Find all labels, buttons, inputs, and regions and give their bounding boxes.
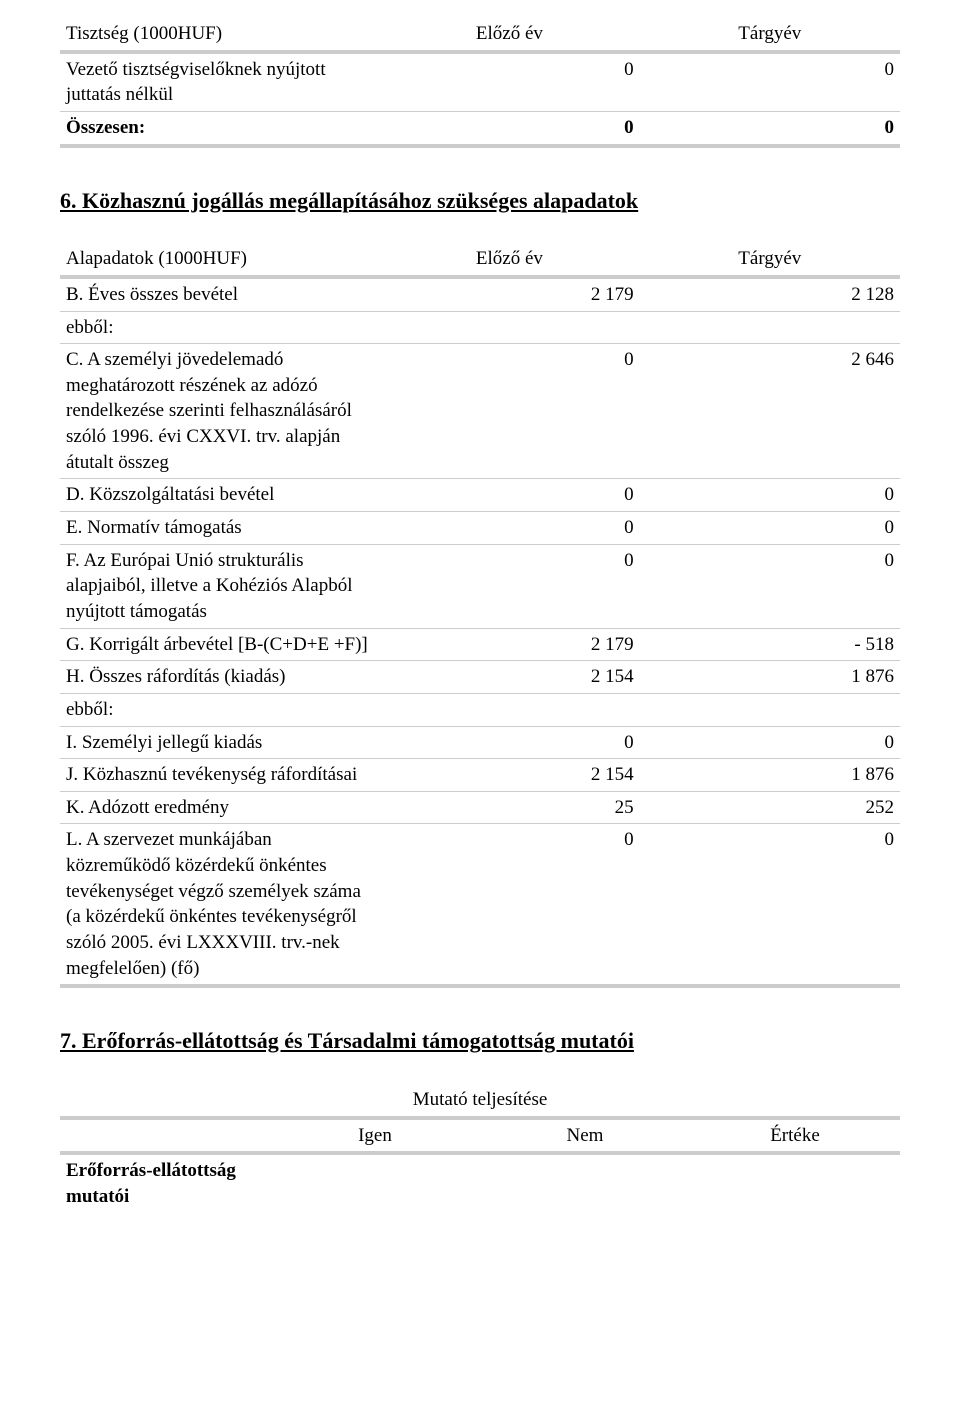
col-header-prev: Előző év [379, 18, 639, 52]
row-label: ebből: [60, 693, 379, 726]
row-label: H. Összes ráfordítás (kiadás) [60, 661, 379, 694]
row-curr: 1 876 [640, 759, 900, 792]
row-prev: 0 [379, 726, 639, 759]
table-header-row: Mutató teljesítése [60, 1084, 900, 1118]
table-row: I. Személyi jellegű kiadás 0 0 [60, 726, 900, 759]
section-7-title: 7. Erőforrás-ellátottság és Társadalmi t… [60, 1026, 900, 1056]
row-prev: 2 179 [379, 628, 639, 661]
row-label: C. A személyi jövedelemadó meghatározott… [60, 344, 379, 479]
row-prev: 2 154 [379, 661, 639, 694]
row-prev: 0 [379, 344, 639, 479]
table-row: D. Közszolgáltatási bevétel 0 0 [60, 479, 900, 512]
row-prev: 2 179 [379, 277, 639, 311]
row-curr: 252 [640, 791, 900, 824]
table-header-row: Tisztség (1000HUF) Előző év Tárgyév [60, 18, 900, 52]
col-header-span: Mutató teljesítése [270, 1084, 690, 1118]
row-prev: 25 [379, 791, 639, 824]
row-prev: 0 [379, 479, 639, 512]
col-header-label: Alapadatok (1000HUF) [60, 243, 379, 277]
row-prev: 2 154 [379, 759, 639, 792]
table-row: J. Közhasznú tevékenység ráfordításai 2 … [60, 759, 900, 792]
table-row: L. A szervezet munkájában közreműködő kö… [60, 824, 900, 986]
row-prev: 0 [379, 111, 639, 145]
table-row: B. Éves összes bevétel 2 179 2 128 [60, 277, 900, 311]
col-header-igen: Igen [270, 1118, 480, 1154]
cell-nem [480, 1153, 690, 1212]
col-header-label: Tisztség (1000HUF) [60, 18, 379, 52]
row-curr: 0 [640, 479, 900, 512]
row-curr [640, 693, 900, 726]
row-prev: 0 [379, 544, 639, 628]
row-label: L. A szervezet munkájában közreműködő kö… [60, 824, 379, 986]
row-curr: - 518 [640, 628, 900, 661]
row-curr: 0 [640, 512, 900, 545]
table-alapadatok: Alapadatok (1000HUF) Előző év Tárgyév B.… [60, 243, 900, 988]
col-header-curr: Tárgyév [640, 243, 900, 277]
row-label: Erőforrás-ellátottság mutatói [60, 1153, 270, 1212]
table-mutato: Mutató teljesítése Igen Nem Értéke Erőfo… [60, 1084, 900, 1213]
row-label: F. Az Európai Unió strukturális alapjaib… [60, 544, 379, 628]
row-prev: 0 [379, 512, 639, 545]
row-prev [379, 311, 639, 344]
row-label: I. Személyi jellegű kiadás [60, 726, 379, 759]
cell-igen [270, 1153, 480, 1212]
empty-cell [60, 1084, 270, 1118]
row-curr: 0 [640, 726, 900, 759]
row-curr: 0 [640, 824, 900, 986]
row-curr: 0 [640, 52, 900, 112]
table-row: H. Összes ráfordítás (kiadás) 2 154 1 87… [60, 661, 900, 694]
col-header-nem: Nem [480, 1118, 690, 1154]
col-header-prev: Előző év [379, 243, 639, 277]
row-curr: 0 [640, 544, 900, 628]
empty-cell [690, 1084, 900, 1118]
table-row: Összesen: 0 0 [60, 111, 900, 145]
row-label: J. Közhasznú tevékenység ráfordításai [60, 759, 379, 792]
row-prev [379, 693, 639, 726]
row-label: Összesen: [60, 111, 379, 145]
row-curr: 1 876 [640, 661, 900, 694]
table-header-row: Alapadatok (1000HUF) Előző év Tárgyév [60, 243, 900, 277]
row-curr [640, 311, 900, 344]
col-header-ertek: Értéke [690, 1118, 900, 1154]
section-6-title: 6. Közhasznú jogállás megállapításához s… [60, 186, 900, 216]
table-row: E. Normatív támogatás 0 0 [60, 512, 900, 545]
table-header-row: Igen Nem Értéke [60, 1118, 900, 1154]
row-curr: 2 128 [640, 277, 900, 311]
row-prev: 0 [379, 52, 639, 112]
table-row: F. Az Európai Unió strukturális alapjaib… [60, 544, 900, 628]
row-prev: 0 [379, 824, 639, 986]
row-label: B. Éves összes bevétel [60, 277, 379, 311]
col-header-curr: Tárgyév [640, 18, 900, 52]
table-row: Vezető tisztségviselőknek nyújtott jutta… [60, 52, 900, 112]
row-label: K. Adózott eredmény [60, 791, 379, 824]
table-row: C. A személyi jövedelemadó meghatározott… [60, 344, 900, 479]
table-row: ebből: [60, 311, 900, 344]
row-label: Vezető tisztségviselőknek nyújtott jutta… [60, 52, 379, 112]
row-label: E. Normatív támogatás [60, 512, 379, 545]
table-row: K. Adózott eredmény 25 252 [60, 791, 900, 824]
row-label: G. Korrigált árbevétel [B-(C+D+E +F)] [60, 628, 379, 661]
table-row: ebből: [60, 693, 900, 726]
table-row: Erőforrás-ellátottság mutatói [60, 1153, 900, 1212]
table-tisztseg: Tisztség (1000HUF) Előző év Tárgyév Veze… [60, 18, 900, 148]
row-label: D. Közszolgáltatási bevétel [60, 479, 379, 512]
row-curr: 2 646 [640, 344, 900, 479]
cell-ertek [690, 1153, 900, 1212]
row-label: ebből: [60, 311, 379, 344]
table-row: G. Korrigált árbevétel [B-(C+D+E +F)] 2 … [60, 628, 900, 661]
empty-cell [60, 1118, 270, 1154]
row-curr: 0 [640, 111, 900, 145]
